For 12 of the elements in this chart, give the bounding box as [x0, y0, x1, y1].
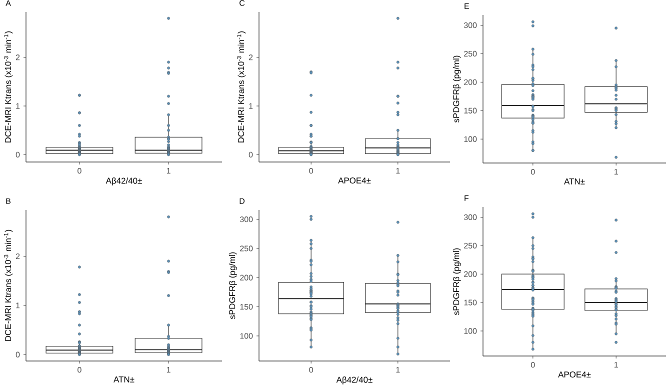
y-axis-title: DCE-MRI Ktrans (x10$^{-3}$ min$^{-1}$)	[4, 31, 13, 142]
x-axis-title: ATN±	[564, 178, 585, 184]
x-axis-title: APOE4±	[338, 178, 371, 184]
y-axis-title: sPDGFRβ (pg/ml)	[228, 252, 237, 319]
y-axis-title: DCE-MRI Ktrans (x10$^{-3}$ min$^{-1}$)	[236, 31, 246, 142]
y-axis-title: DCE-MRI Ktrans (x10$^{-3}$ min$^{-1}$)	[4, 230, 13, 341]
y-axis-title: sPDGFRβ (pg/ml)	[452, 248, 461, 315]
x-axis-title: ATN±	[114, 376, 134, 382]
y-axis-title: sPDGFRβ (pg/ml)	[452, 56, 461, 122]
x-axis-title: Aβ42/40±	[336, 376, 372, 384]
x-axis-title: APOE4±	[558, 372, 591, 378]
x-axis-title: Aβ42/40±	[106, 177, 142, 186]
